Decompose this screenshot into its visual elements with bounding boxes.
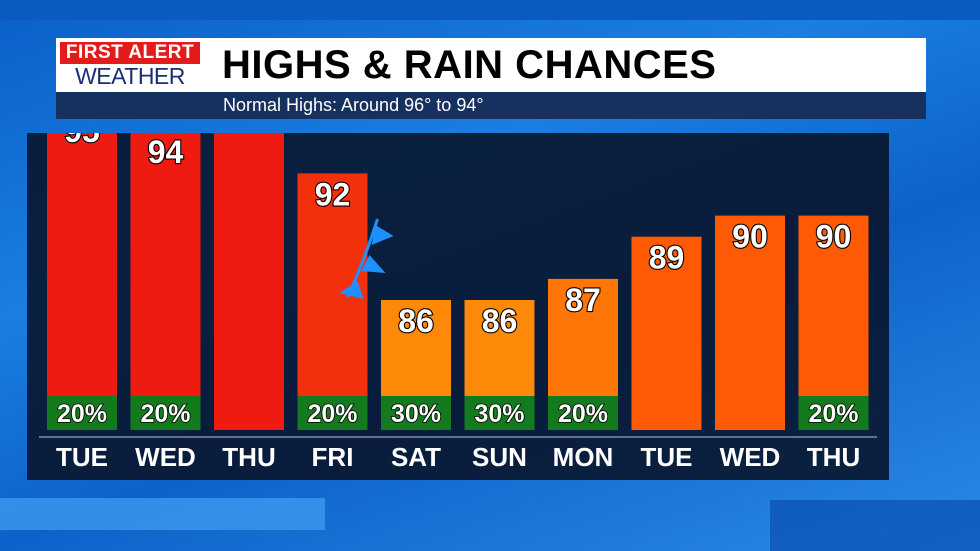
logo-weather: WEATHER [75,63,185,89]
high-temp-bar [631,236,702,430]
high-temp-bar [297,173,368,430]
high-temp-bar [715,215,785,430]
high-temp-bar [214,133,284,431]
day-label: MON [553,442,614,472]
rain-chance-label: 20% [140,400,190,428]
day-label: WED [720,442,781,472]
background-band [0,498,325,530]
day-column: 90 20% THU [798,215,869,472]
rain-chance-box [464,396,535,430]
background-band [770,500,980,551]
high-temp-label: 86 [482,303,518,339]
day-label: TUE [56,442,108,472]
day-column: 86 30% SUN [464,300,535,472]
day-column: 90 WED [715,215,785,472]
rain-chance-label: 20% [307,400,357,428]
rain-chance-box [798,396,869,430]
normal-highs-subtitle: Normal Highs: Around 96° to 94° [223,95,484,115]
rain-chance-box [297,396,368,430]
rain-chance-label: 20% [57,400,107,428]
high-temp-bar [798,215,869,430]
rain-chance-box [548,396,618,430]
day-label: FRI [312,442,354,472]
day-label: WED [135,442,196,472]
day-label: SAT [391,442,441,472]
logo-first-alert: FIRST ALERT [60,42,200,64]
high-temp-bar [47,133,117,430]
high-temp-label: 87 [565,282,601,318]
rain-chance-label: 20% [558,400,608,428]
title-bar: FIRST ALERT WEATHER HIGHS & RAIN CHANCES [56,38,926,92]
high-temp-label: 90 [816,219,852,255]
day-column: 86 30% SAT [381,300,451,472]
high-temp-label: 95 [64,133,100,149]
background-band [0,0,980,20]
highs-bar-chart: 95 20% TUE 94 20% WED 97THU 92 20% FRI 86 30% SAT 86 3… [39,133,877,472]
forecast-panel: 95 20% TUE 94 20% WED 97THU 92 20% FRI 86 30% SAT 86 3… [27,133,889,480]
page-title: HIGHS & RAIN CHANCES [222,43,717,87]
rain-chance-label: 30% [474,400,524,428]
high-temp-label: 89 [649,240,685,276]
day-label: THU [222,442,275,472]
rain-chance-box [130,396,201,430]
day-label: TUE [641,442,693,472]
day-column: 89 TUE [631,236,702,472]
rain-chance-box [47,396,117,430]
rain-chance-box [381,396,451,430]
high-temp-label: 94 [148,134,184,170]
high-temp-label: 92 [315,176,351,212]
day-column: 92 20% FRI [297,173,368,472]
high-temp-bar [130,133,201,430]
cold-front-icon [339,218,394,299]
day-column: 87 20% MON [548,278,618,472]
day-column: 94 20% WED [130,133,201,472]
high-temp-label: 90 [732,219,768,255]
rain-chance-label: 20% [808,400,858,428]
day-column: 97THU [214,133,284,472]
high-temp-label: 86 [398,303,434,339]
day-label: THU [807,442,860,472]
day-column: 95 20% TUE [47,133,117,472]
subtitle-bar: Normal Highs: Around 96° to 94° [56,92,926,119]
day-label: SUN [472,442,527,472]
rain-chance-label: 30% [391,400,441,428]
first-alert-weather-logo: FIRST ALERT WEATHER [60,42,200,88]
